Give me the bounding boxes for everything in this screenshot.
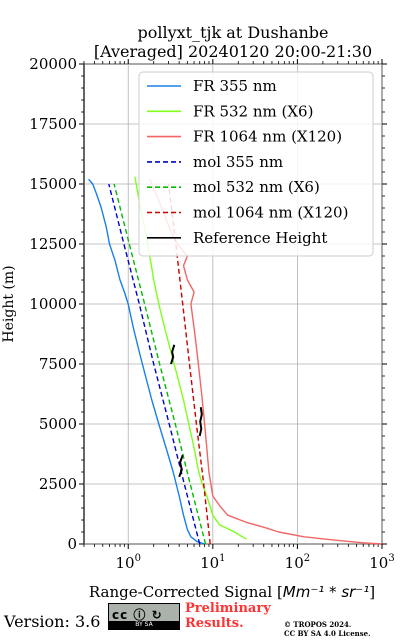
x-tick-label-exponent: 1: [219, 553, 225, 564]
series-line-mol1064: [167, 183, 211, 545]
cc-license-badge[interactable]: cc ⓘ ↻ BY SA: [108, 603, 180, 630]
legend: FR 355 nm FR 532 nm (X6) FR 1064 nm (X120)…: [138, 71, 374, 257]
cc-bar-text: BY SA: [109, 621, 179, 629]
cc-icons: cc ⓘ ↻: [112, 608, 163, 622]
legend-label-mol532: mol 532 nm (X6): [193, 178, 320, 196]
copyright-line1: © TROPOS 2024.: [284, 620, 352, 629]
y-tick-label: 15000: [29, 175, 77, 193]
x-tick-label-base: 10: [200, 554, 219, 572]
y-tick-label: 12500: [29, 235, 77, 253]
legend-label-mol355: mol 355 nm: [193, 153, 283, 171]
y-tick-label: 7500: [39, 355, 77, 373]
y-tick-label: 5000: [39, 415, 77, 433]
y-axis-label: Height (m): [1, 265, 17, 342]
x-axis-ticks: 100 101 102 103: [115, 59, 395, 572]
series-line-ref: [170, 344, 176, 365]
chart-title-line2: [Averaged] 20240120 20:00-21:30: [93, 42, 373, 61]
x-tick-label-exponent: 2: [304, 553, 310, 564]
y-tick-label: 20000: [29, 55, 77, 73]
x-tick-label: 102: [285, 553, 310, 572]
legend-label-mol1064: mol 1064 nm (X120): [193, 204, 348, 222]
x-tick-label: 100: [115, 553, 140, 572]
legend-label-fr1064: FR 1064 nm (X120): [193, 128, 342, 146]
x-tick-label-exponent: 3: [388, 553, 394, 564]
y-tick-label: 10000: [29, 295, 77, 313]
x-tick-label-base: 10: [285, 554, 304, 572]
copyright-line2: CC BY SA 4.0 License.: [284, 629, 371, 638]
x-tick-label-base: 10: [115, 554, 134, 572]
x-tick-label: 103: [369, 553, 394, 572]
x-axis-label: Range-Corrected Signal [Mm⁻¹ * sr⁻¹]: [89, 583, 375, 601]
copyright-notice: © TROPOS 2024. CC BY SA 4.0 License.: [284, 620, 371, 638]
version-label: Version: 3.6: [4, 612, 101, 631]
legend-label-fr355: FR 355 nm: [193, 77, 277, 95]
series-line-mol532: [113, 183, 207, 545]
y-axis-ticks: 0 2500 5000 7500 10000 12500 15000 17500 20000: [29, 55, 387, 553]
preliminary-notice: Preliminary Results.: [185, 601, 271, 631]
minor-ticks: [81, 61, 385, 547]
chart-title-line1: pollyxt_tjk at Dushanbe: [137, 23, 329, 42]
x-axis-label-unit: Mm⁻¹ * sr⁻¹: [283, 583, 369, 601]
preliminary-line2: Results.: [185, 616, 244, 631]
x-axis-label-close: ]: [369, 583, 375, 601]
series-line-ref: [178, 454, 184, 478]
legend-box: [138, 71, 374, 257]
series-line-ref: [198, 407, 203, 437]
series-line-fr355: [88, 178, 205, 545]
x-tick-label-base: 10: [369, 554, 388, 572]
legend-label-fr532: FR 532 nm (X6): [193, 102, 313, 120]
y-tick-label: 17500: [29, 115, 77, 133]
y-tick-label: 0: [67, 535, 77, 553]
y-tick-label: 2500: [39, 475, 77, 493]
series-line-mol355: [108, 183, 201, 545]
x-tick-label: 101: [200, 553, 225, 572]
x-axis-label-main: Range-Corrected Signal [: [89, 583, 283, 601]
series-lines: [88, 176, 383, 545]
x-tick-label-exponent: 0: [135, 553, 141, 564]
preliminary-line1: Preliminary: [185, 601, 271, 616]
legend-label-ref: Reference Height: [193, 229, 327, 247]
